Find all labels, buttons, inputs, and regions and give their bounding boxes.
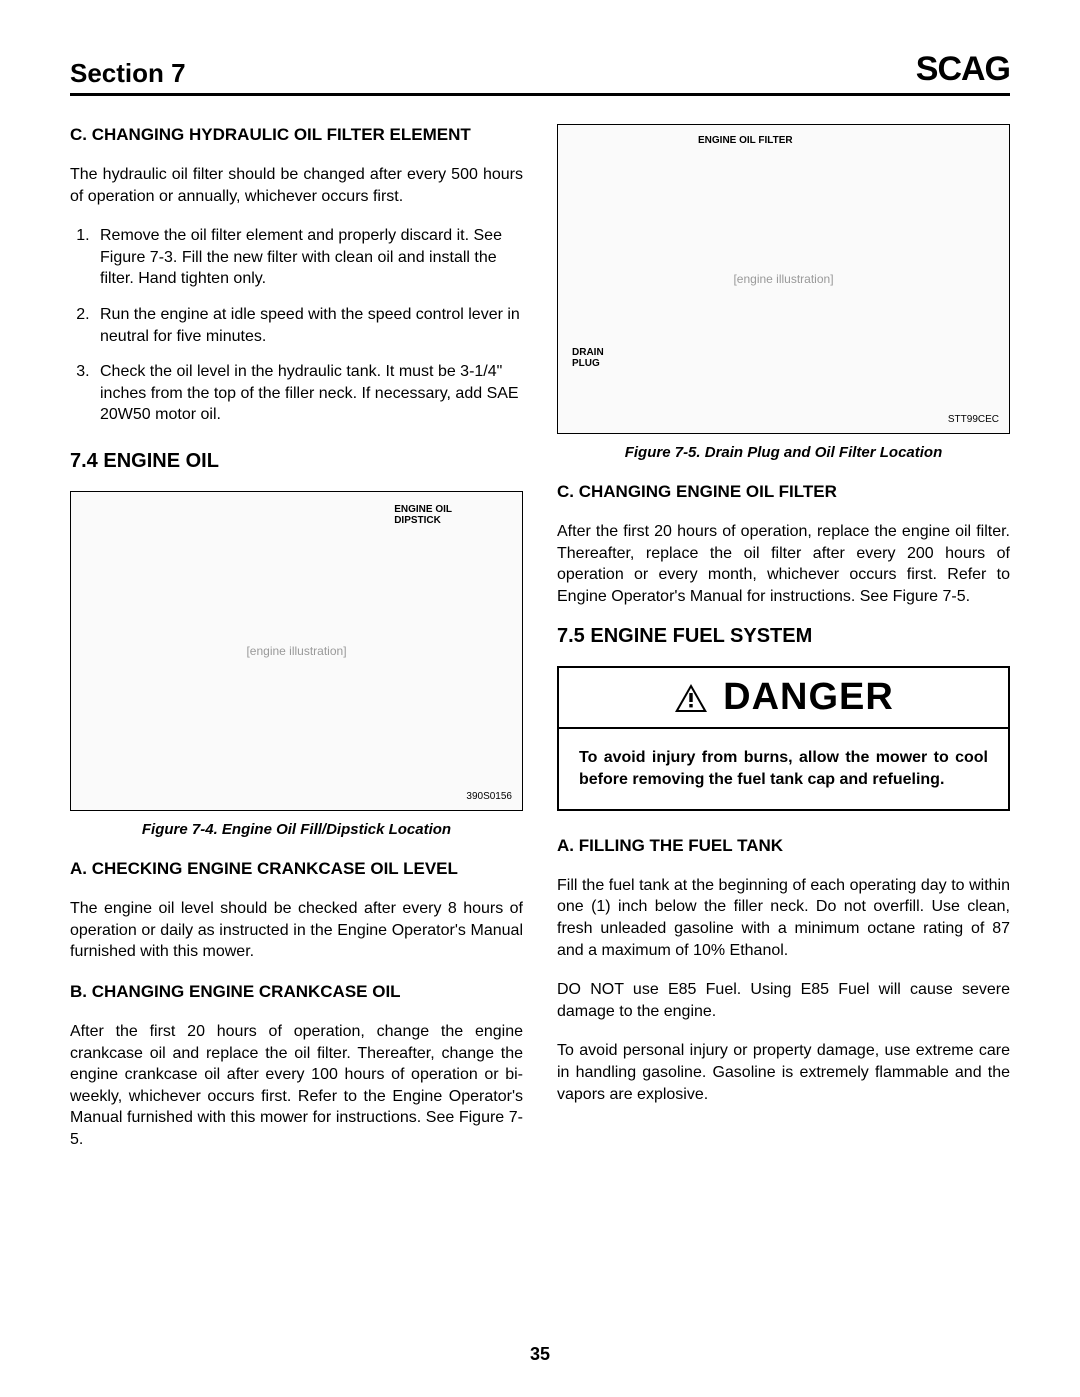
danger-box: DANGER To avoid injury from burns, allow… bbox=[557, 666, 1010, 810]
heading-a-crankcase-level: A. CHECKING ENGINE CRANKCASE OIL LEVEL bbox=[70, 858, 523, 880]
heading-7-4: 7.4 ENGINE OIL bbox=[70, 450, 523, 473]
body-c-engine-filter: After the first 20 hours of operation, r… bbox=[557, 521, 1010, 607]
danger-body: To avoid injury from burns, allow the mo… bbox=[559, 729, 1008, 808]
warning-triangle-icon bbox=[673, 682, 709, 714]
callout-oil-filter: ENGINE OIL FILTER bbox=[698, 135, 793, 146]
body-a-fuel-2: DO NOT use E85 Fuel. Using E85 Fuel will… bbox=[557, 979, 1010, 1022]
section-label: Section 7 bbox=[70, 58, 186, 89]
figure-7-5-image: [engine illustration] ENGINE OIL FILTER … bbox=[557, 124, 1010, 434]
left-column: C. CHANGING HYDRAULIC OIL FILTER ELEMENT… bbox=[70, 124, 523, 1169]
callout-dipstick: ENGINE OIL DIPSTICK bbox=[394, 504, 452, 526]
intro-hydraulic: The hydraulic oil filter should be chang… bbox=[70, 164, 523, 207]
hydraulic-steps: Remove the oil filter element and proper… bbox=[94, 225, 523, 426]
figure-7-5: [engine illustration] ENGINE OIL FILTER … bbox=[557, 124, 1010, 461]
heading-a-fuel: A. FILLING THE FUEL TANK bbox=[557, 835, 1010, 857]
right-column: [engine illustration] ENGINE OIL FILTER … bbox=[557, 124, 1010, 1169]
heading-c-engine-filter: C. CHANGING ENGINE OIL FILTER bbox=[557, 481, 1010, 503]
step-2: Run the engine at idle speed with the sp… bbox=[94, 304, 523, 347]
callout-drain-plug: DRAIN PLUG bbox=[572, 347, 604, 369]
figure-7-4-code: 390S0156 bbox=[466, 791, 512, 802]
danger-header: DANGER bbox=[559, 668, 1008, 729]
heading-b-crankcase-change: B. CHANGING ENGINE CRANKCASE OIL bbox=[70, 981, 523, 1003]
figure-placeholder-text: [engine illustration] bbox=[246, 644, 346, 658]
body-a-fuel-3: To avoid personal injury or property dam… bbox=[557, 1040, 1010, 1105]
body-a-fuel-1: Fill the fuel tank at the beginning of e… bbox=[557, 875, 1010, 961]
step-1: Remove the oil filter element and proper… bbox=[94, 225, 523, 290]
figure-7-5-code: STT99CEC bbox=[948, 414, 999, 425]
figure-placeholder-text-2: [engine illustration] bbox=[733, 272, 833, 286]
body-b-crankcase-change: After the first 20 hours of operation, c… bbox=[70, 1021, 523, 1151]
figure-7-4-image: [engine illustration] ENGINE OIL DIPSTIC… bbox=[70, 491, 523, 811]
brand-logo: SCAG bbox=[916, 50, 1010, 89]
page-header: Section 7 SCAG bbox=[70, 50, 1010, 96]
figure-7-4: [engine illustration] ENGINE OIL DIPSTIC… bbox=[70, 491, 523, 838]
body-a-crankcase-level: The engine oil level should be checked a… bbox=[70, 898, 523, 963]
step-3: Check the oil level in the hydraulic tan… bbox=[94, 361, 523, 426]
figure-7-5-caption: Figure 7-5. Drain Plug and Oil Filter Lo… bbox=[557, 444, 1010, 461]
heading-7-5: 7.5 ENGINE FUEL SYSTEM bbox=[557, 625, 1010, 648]
figure-7-4-caption: Figure 7-4. Engine Oil Fill/Dipstick Loc… bbox=[70, 821, 523, 838]
heading-c-hydraulic: C. CHANGING HYDRAULIC OIL FILTER ELEMENT bbox=[70, 124, 523, 146]
page-number: 35 bbox=[0, 1344, 1080, 1365]
content-columns: C. CHANGING HYDRAULIC OIL FILTER ELEMENT… bbox=[70, 124, 1010, 1169]
danger-title: DANGER bbox=[723, 676, 894, 719]
